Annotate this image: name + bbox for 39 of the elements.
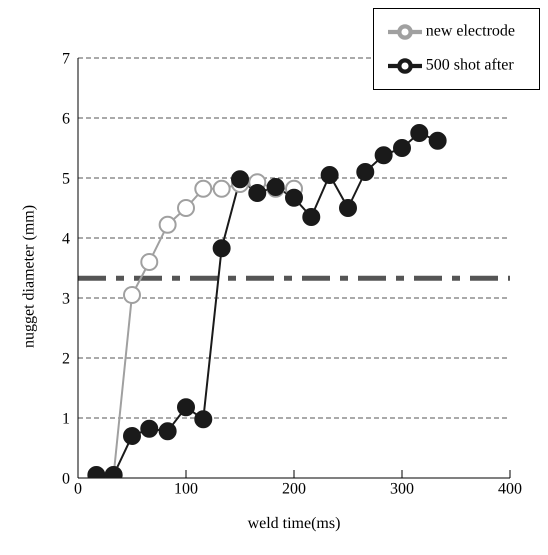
point: [356, 163, 374, 181]
x-tick-label: 100: [174, 480, 198, 498]
x-tick-label: 300: [390, 480, 414, 498]
x-tick-label: 0: [74, 480, 82, 498]
point: [428, 132, 447, 150]
y-tick-label: 7: [62, 50, 70, 68]
point: [374, 146, 393, 164]
point: [212, 180, 231, 198]
y-tick-label: 3: [62, 290, 70, 308]
point: [212, 239, 231, 258]
legend-label: 500 shot after: [426, 56, 514, 74]
y-tick-label: 4: [62, 230, 70, 248]
point: [177, 199, 195, 217]
x-axis-title: weld time(ms): [248, 515, 340, 532]
point: [302, 208, 320, 226]
point: [320, 166, 339, 184]
point: [177, 398, 195, 416]
point: [158, 216, 177, 234]
y-axis-title: nugget diameter (mm): [20, 204, 38, 348]
point: [123, 427, 141, 445]
point: [393, 139, 411, 157]
point: [123, 286, 141, 304]
x-tick-label: 400: [498, 480, 522, 498]
point: [339, 199, 357, 217]
point: [410, 124, 428, 142]
point: [248, 184, 266, 202]
y-tick-label: 5: [62, 170, 70, 188]
y-tick-label: 6: [62, 110, 70, 128]
point: [285, 188, 303, 207]
legend-label: new electrode: [426, 22, 515, 40]
y-tick-label: 1: [62, 410, 70, 428]
point: [140, 420, 158, 438]
point: [194, 410, 212, 428]
x-tick-label: 200: [282, 480, 306, 498]
point: [140, 253, 158, 271]
point: [231, 170, 249, 188]
point: [158, 422, 177, 440]
point: [194, 180, 212, 198]
y-tick-label: 2: [62, 350, 70, 368]
